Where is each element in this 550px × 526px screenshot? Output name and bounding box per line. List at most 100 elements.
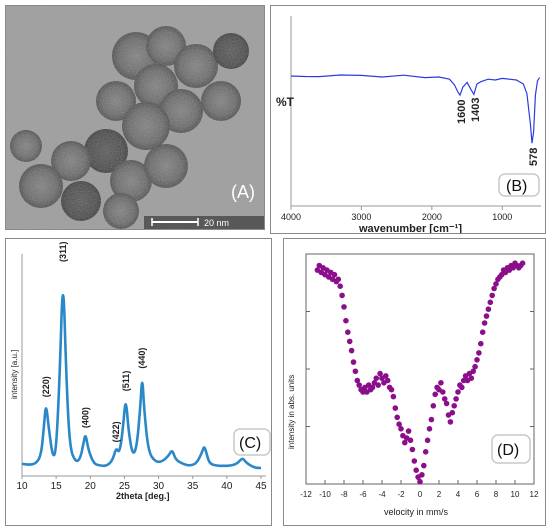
- mossbauer-data-point: [424, 437, 431, 444]
- panel-d-label: (D): [497, 442, 519, 459]
- mossbauer-data-point: [440, 389, 446, 395]
- panel-c-label-box: [233, 428, 271, 456]
- mossbauer-data-point: [350, 359, 357, 365]
- ftir-x-tick-label: 3000: [351, 212, 371, 222]
- mossbauer-data-point: [352, 368, 359, 375]
- xrd-peak-label: (422): [111, 421, 121, 442]
- panel-b-label-box: [498, 173, 540, 197]
- mossbauer-data-point: [432, 391, 438, 398]
- xrd-x-label: 2theta [deg.]: [116, 491, 170, 501]
- xrd-peak-label: (311): [58, 241, 68, 262]
- mossbauer-x-tick-label: 12: [530, 490, 539, 499]
- panel-b-label: (B): [506, 178, 527, 195]
- xrd-x-tick-label: 30: [153, 481, 165, 492]
- mossbauer-data-point: [417, 478, 423, 485]
- mossbauer-data-point: [478, 340, 484, 347]
- mossbauer-data-point: [394, 414, 400, 421]
- mossbauer-x-tick-label: -6: [359, 490, 367, 499]
- mossbauer-data-point: [447, 419, 454, 425]
- mossbauer-data-point: [453, 396, 459, 402]
- xrd-x-tick-label: 15: [51, 481, 63, 492]
- mossbauer-data-point: [396, 421, 402, 427]
- mossbauer-data-point: [390, 393, 397, 400]
- mossbauer-x-tick-label: 10: [511, 490, 520, 499]
- tem-image-panel: 20 nm (A): [5, 5, 265, 230]
- mossbauer-data-point: [476, 350, 482, 356]
- mossbauer-data-point: [449, 409, 456, 416]
- mossbauer-x-tick-label: 4: [456, 490, 461, 499]
- panel-a-label: (A): [231, 182, 255, 202]
- mossbauer-x-tick-label: -2: [397, 490, 405, 499]
- panel-d-label-box: [491, 434, 531, 464]
- xrd-x-tick-label: 25: [119, 481, 131, 492]
- mossbauer-data-point: [485, 306, 492, 312]
- mossbauer-data-point: [483, 313, 490, 319]
- mossbauer-data-point: [383, 373, 389, 379]
- xrd-x-tick-label: 10: [16, 481, 28, 492]
- ftir-chart: %T wavenumber [cm⁻¹] 4000 3000 2000 1000 16…: [276, 16, 541, 233]
- mossbauer-data-point: [384, 377, 391, 384]
- mossbauer-data-point: [493, 281, 499, 287]
- ftir-x-label: wavenumber [cm⁻¹]: [358, 223, 462, 233]
- ftir-peak-annotation: 578: [528, 148, 540, 166]
- panel-c-label: (C): [239, 435, 261, 452]
- mossbauer-x-tick-label: -12: [300, 490, 312, 499]
- mossbauer-data-point: [373, 375, 380, 381]
- xrd-peak-label: (511): [121, 371, 131, 392]
- mossbauer-data-point: [356, 382, 362, 388]
- mossbauer-data-point: [419, 472, 425, 478]
- mossbauer-data-point: [422, 449, 429, 455]
- mossbauer-y-label: intensity in abs. units: [287, 375, 296, 449]
- mossbauer-data-point: [487, 299, 494, 306]
- mossbauer-data-point: [348, 347, 355, 354]
- mossbauer-data-point: [405, 428, 412, 434]
- mossbauer-data-point: [451, 403, 457, 409]
- mossbauer-x-tick-label: -10: [319, 490, 331, 499]
- xrd-y-label: intensity [a.u.]: [10, 350, 19, 399]
- mossbauer-x-tick-label: 0: [418, 490, 423, 499]
- ftir-x-tick-label: 2000: [422, 212, 442, 222]
- ftir-x-tick-label: 1000: [492, 212, 512, 222]
- mossbauer-x-tick-label: -8: [340, 490, 348, 499]
- mossbauer-data-point: [413, 467, 419, 473]
- mossbauer-data-point: [388, 386, 395, 393]
- mossbauer-data-point: [345, 329, 351, 335]
- mossbauer-data-point: [443, 400, 450, 407]
- mossbauer-data-point: [474, 357, 480, 363]
- mossbauer-data-point: [409, 446, 416, 453]
- mossbauer-x-tick-label: -4: [378, 490, 386, 499]
- tem-micrograph: 20 nm (A): [6, 6, 264, 229]
- scale-bar-label: 20 nm: [204, 218, 229, 228]
- mossbauer-panel: intensity in abs. units velocity in mm/s…: [283, 238, 546, 526]
- mossbauer-data-point: [472, 363, 478, 370]
- mossbauer-x-label: velocity in mm/s: [384, 507, 449, 517]
- mossbauer-data-point: [402, 439, 408, 446]
- ftir-series-line: [290, 74, 541, 144]
- mossbauer-data-point: [407, 437, 414, 444]
- mossbauer-data-point: [489, 292, 495, 299]
- xrd-panel: intensity [a.u.] 2theta [deg.] 10 15 20 25 3…: [5, 238, 272, 526]
- xrd-x-tick-label: 40: [221, 481, 233, 492]
- mossbauer-data-point: [468, 375, 475, 381]
- mossbauer-data-point: [331, 271, 338, 278]
- mossbauer-data-point: [341, 304, 347, 310]
- mossbauer-data-point: [428, 416, 435, 423]
- xrd-x-tick-label: 35: [187, 481, 199, 492]
- mossbauer-data-point: [392, 405, 399, 411]
- mossbauer-data-point: [491, 285, 497, 292]
- mossbauer-data-point: [369, 384, 376, 391]
- scale-bar: 20 nm: [144, 216, 264, 229]
- mossbauer-data-point: [411, 458, 418, 464]
- mossbauer-x-tick-label: 8: [494, 490, 499, 499]
- mossbauer-data-point: [375, 382, 381, 388]
- mossbauer-data-point: [470, 368, 476, 375]
- xrd-x-tick-label: 20: [85, 481, 97, 492]
- mossbauer-data-point: [455, 389, 461, 395]
- mossbauer-x-tick-label: 2: [437, 490, 442, 499]
- xrd-x-tick-label: 45: [255, 481, 267, 492]
- mossbauer-data-point: [519, 260, 526, 266]
- mossbauer-chart: intensity in abs. units velocity in mm/s…: [287, 253, 539, 517]
- mossbauer-data-point: [339, 292, 345, 299]
- mossbauer-x-tick-label: 6: [475, 490, 480, 499]
- mossbauer-data-point: [335, 276, 342, 283]
